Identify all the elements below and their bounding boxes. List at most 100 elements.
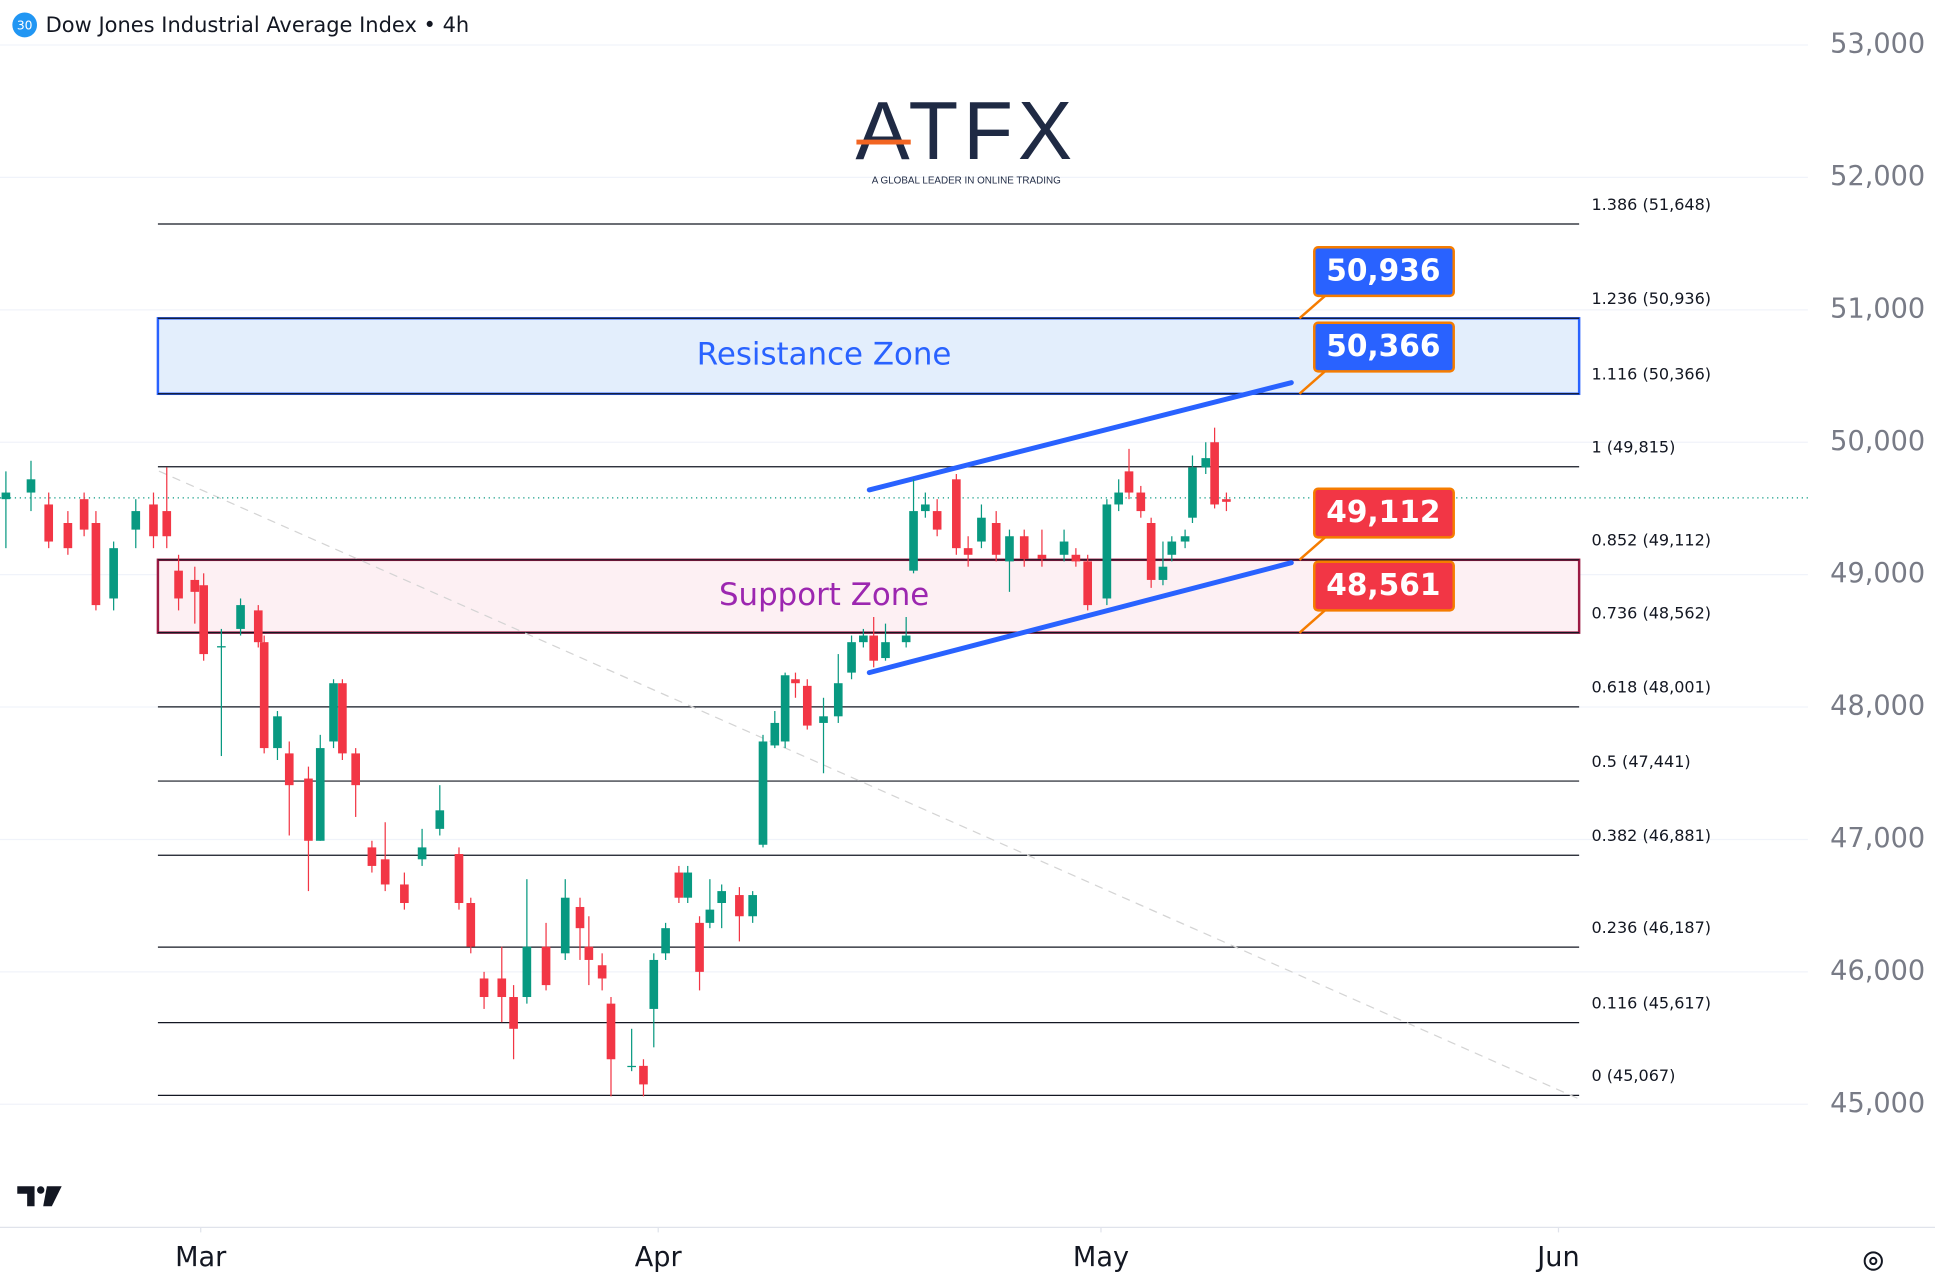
candle-body (400, 884, 409, 904)
settings-icon[interactable] (1863, 1251, 1883, 1271)
candle-body (91, 523, 101, 606)
callout-box (1313, 560, 1455, 612)
candle-body (190, 579, 200, 592)
candle-body (217, 646, 226, 648)
candle-body (1019, 536, 1029, 559)
fib-label: 1.116 (50,366) (1591, 365, 1711, 384)
tv-logo-part (37, 1186, 45, 1194)
brand-logo: ATFX (855, 85, 1077, 176)
fib-label: 0.852 (49,112) (1591, 531, 1711, 550)
candle-body (1167, 541, 1177, 555)
candle-body (273, 716, 282, 749)
candle-body (1158, 566, 1168, 580)
x-tick-label: Jun (1535, 1242, 1579, 1273)
candle-body (717, 891, 727, 904)
candle-body (497, 978, 507, 998)
candle-body (79, 499, 89, 530)
candle-body (695, 922, 704, 972)
candle-body (627, 1065, 636, 1068)
candle-body (479, 978, 489, 998)
candle-body (758, 741, 768, 845)
candle-body (1188, 467, 1197, 518)
y-tick-label: 49,000 (1830, 558, 1925, 589)
candle-body (575, 906, 585, 929)
candle-body (819, 716, 828, 723)
candle-body (253, 610, 263, 643)
candle-body (649, 959, 659, 1009)
candle-body (802, 685, 812, 726)
fib-label: 0.382 (46,881) (1591, 826, 1711, 845)
settings-core[interactable] (1869, 1256, 1878, 1266)
candle-body (1, 492, 11, 500)
trendline (866, 380, 1294, 493)
y-tick-label: 52,000 (1830, 161, 1925, 192)
candle-body (1180, 536, 1190, 542)
x-tick-label: May (1073, 1242, 1129, 1273)
candle-body (329, 683, 338, 742)
candle-body (541, 946, 551, 986)
chart-title: Dow Jones Industrial Average Index • 4h (46, 12, 470, 37)
candle-body (284, 753, 294, 786)
candle-body (1146, 523, 1156, 580)
candle-body (674, 872, 684, 898)
candle-body (683, 872, 693, 898)
y-tick-label: 45,000 (1830, 1088, 1925, 1119)
candle-body (748, 895, 757, 917)
callout-label: 50,936 (1326, 254, 1440, 289)
callout-pointer (1298, 606, 1329, 634)
callout-pointer (1298, 367, 1329, 395)
candle-body (639, 1065, 648, 1085)
candle-body (791, 679, 800, 684)
fib-label: 0.736 (48,562) (1591, 603, 1711, 622)
candle-body (780, 675, 790, 742)
candle-body (1222, 499, 1231, 502)
candle-body (26, 479, 36, 493)
candle-body (149, 504, 158, 537)
callout-pointer (1298, 292, 1329, 320)
callout-label: 49,112 (1326, 495, 1440, 530)
candle-body (661, 928, 670, 954)
candle-body (584, 946, 594, 960)
candle-body (833, 683, 843, 717)
candle-body (367, 847, 377, 866)
candle-body (1102, 504, 1112, 599)
candle-body (259, 642, 269, 749)
candle-body (109, 548, 118, 599)
candle-body (597, 965, 607, 979)
candle-body (466, 903, 476, 947)
y-tick-label: 53,000 (1830, 28, 1925, 59)
candle-body (735, 895, 744, 917)
candle-body (909, 511, 918, 571)
trendline (866, 560, 1294, 676)
y-tick-label: 51,000 (1830, 293, 1925, 324)
candle-body (560, 897, 570, 954)
brand-tagline: A GLOBAL LEADER IN ONLINE TRADING (872, 175, 1061, 186)
candle-body (859, 635, 868, 643)
candle-body (1114, 492, 1123, 505)
candle-body (236, 605, 245, 629)
x-tick-label: Apr (635, 1242, 683, 1273)
settings-ring[interactable] (1863, 1251, 1883, 1271)
tv-logo (17, 1186, 62, 1207)
candle-body (435, 810, 445, 829)
candle-body (1005, 536, 1014, 562)
candle-body (921, 504, 930, 512)
candle-body (881, 642, 890, 659)
candle-body (1071, 554, 1081, 562)
zone-label: Resistance Zone (697, 336, 952, 372)
fib-label: 0.5 (47,441) (1591, 752, 1690, 771)
candle-body (199, 585, 208, 655)
callout-label: 48,561 (1326, 568, 1440, 603)
x-tick-label: Mar (175, 1242, 227, 1273)
candle-body (131, 511, 141, 530)
candle-body (901, 635, 911, 643)
candle-body (932, 511, 942, 530)
candle-body (1124, 471, 1134, 493)
candle-body (1201, 458, 1211, 468)
candle-body (963, 548, 973, 555)
candle-body (952, 479, 961, 549)
candle-body (63, 523, 73, 549)
candle-body (847, 642, 856, 673)
fib-label: 1.236 (50,936) (1591, 289, 1711, 308)
